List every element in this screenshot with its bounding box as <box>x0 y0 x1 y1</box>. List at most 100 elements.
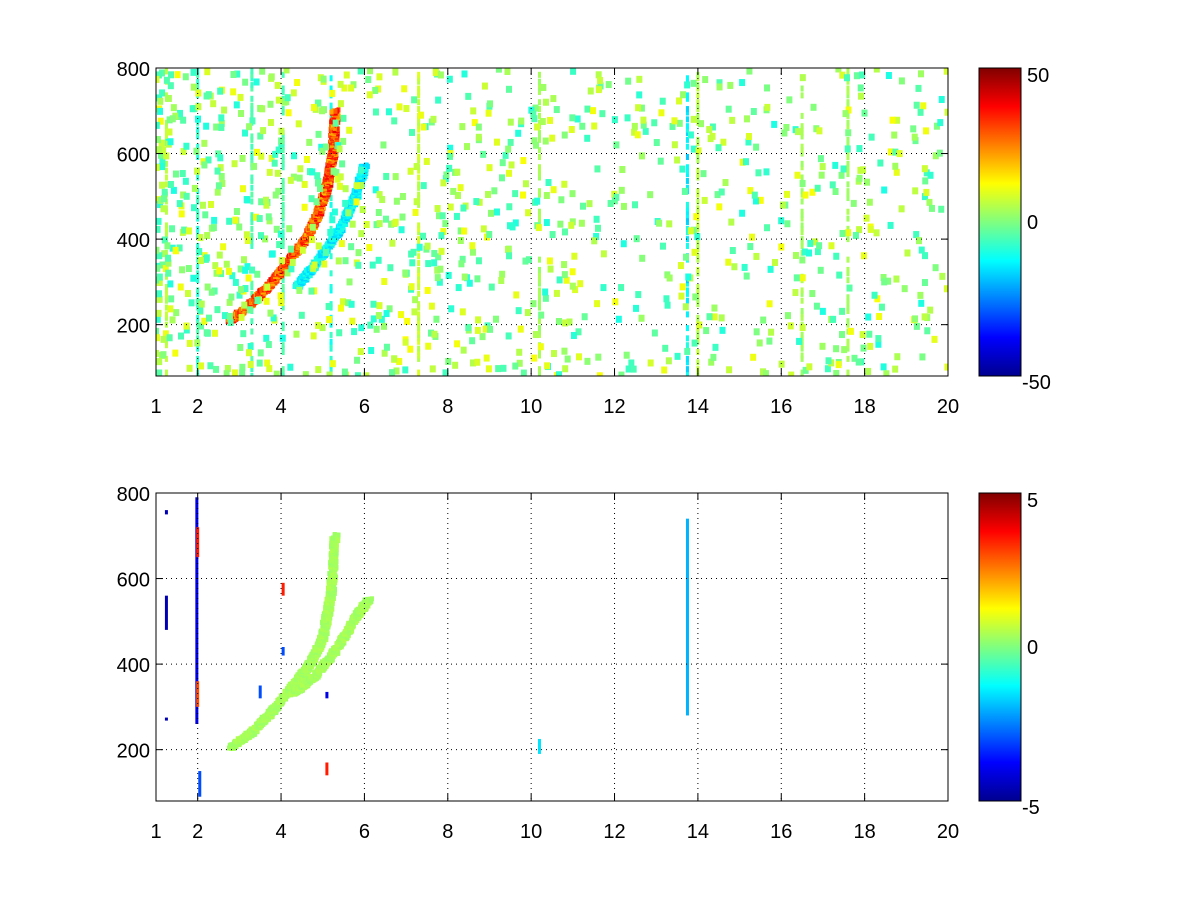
noise-cell <box>574 115 581 123</box>
noise-cell <box>819 342 826 350</box>
streak-cell <box>846 78 850 85</box>
noise-cell <box>739 158 746 166</box>
ridge-cell <box>329 553 334 559</box>
noise-cell <box>857 166 864 174</box>
noise-cell <box>690 115 697 123</box>
y-tick-label: 800 <box>117 59 150 81</box>
streak-cell <box>417 191 421 198</box>
noise-cell <box>162 265 169 273</box>
noise-cell <box>615 315 622 323</box>
noise-cell <box>167 305 174 313</box>
noise-cell <box>666 274 673 282</box>
streak-cell <box>696 239 700 246</box>
noise-cell <box>205 156 212 164</box>
streak-cell <box>164 222 168 229</box>
ridge-cell <box>281 263 286 269</box>
noise-cell <box>549 231 556 239</box>
noise-cell <box>613 141 620 149</box>
noise-cell <box>474 275 481 283</box>
noise-cell <box>315 179 322 187</box>
streak-cell <box>537 147 541 154</box>
noise-cell <box>762 370 769 376</box>
streak-cell <box>329 106 333 113</box>
noise-cell <box>223 370 230 376</box>
noise-cell <box>470 107 477 115</box>
noise-cell <box>611 116 618 124</box>
noise-cell <box>932 152 939 160</box>
noise-cell <box>245 349 252 357</box>
noise-cell <box>893 275 900 283</box>
noise-cell <box>693 213 700 221</box>
noise-cell <box>424 242 431 250</box>
noise-cell <box>487 100 494 108</box>
ridge-cell <box>276 702 281 708</box>
noise-cell <box>595 86 602 94</box>
streak-cell <box>685 369 689 376</box>
noise-cell <box>640 116 647 124</box>
streak-cell <box>250 198 254 205</box>
noise-cell <box>662 344 669 352</box>
noise-cell <box>424 286 431 294</box>
noise-cell <box>802 366 809 374</box>
streak-cell <box>164 167 168 174</box>
noise-cell <box>259 105 266 113</box>
noise-cell <box>881 278 888 286</box>
noise-cell <box>212 262 219 270</box>
noise-cell <box>183 322 190 330</box>
noise-cell <box>718 188 725 196</box>
ridge-cell <box>340 215 345 221</box>
noise-cell <box>461 70 468 78</box>
noise-cell <box>835 361 842 369</box>
noise-cell <box>921 193 928 201</box>
ridge-cell <box>339 218 344 224</box>
noise-cell <box>753 252 760 260</box>
noise-cell <box>676 97 683 105</box>
noise-cell <box>215 150 222 158</box>
streak-cell <box>417 335 421 342</box>
ridge-cell <box>235 310 240 316</box>
noise-cell <box>281 98 288 106</box>
noise-cell <box>639 254 646 262</box>
noise-cell <box>353 198 360 206</box>
streak-cell <box>164 130 168 137</box>
streak-cell <box>196 153 200 160</box>
streak-cell <box>196 242 200 249</box>
axes-box <box>155 67 949 377</box>
noise-cell <box>239 363 246 371</box>
noise-cell <box>266 365 273 373</box>
streak-cell <box>696 99 700 106</box>
noise-cell <box>796 337 803 345</box>
noise-cell <box>880 274 887 282</box>
noise-cell <box>857 84 864 92</box>
streak-cell <box>800 150 804 157</box>
noise-cell <box>383 343 390 351</box>
noise-cell <box>446 75 453 83</box>
streak-cell <box>537 318 541 325</box>
noise-cell <box>873 68 880 73</box>
noise-cell <box>450 187 457 195</box>
streak-cell <box>800 352 804 359</box>
noise-cell <box>161 236 168 244</box>
noise-cell <box>767 265 774 273</box>
noise-cell <box>158 181 165 189</box>
noise-cell <box>818 171 825 179</box>
noise-cell <box>766 337 773 345</box>
noise-cell <box>446 152 453 160</box>
noise-cell <box>413 198 420 206</box>
streak-cell <box>164 314 168 321</box>
streak-cell <box>250 153 254 160</box>
streak-cell <box>329 112 333 119</box>
noise-cell <box>228 293 235 301</box>
ridge-cell <box>361 172 366 178</box>
noise-cell <box>578 219 585 227</box>
noise-cell <box>273 225 280 233</box>
noise-cell <box>239 369 246 376</box>
streak-cell <box>417 236 421 243</box>
noise-cell <box>337 80 344 88</box>
streak-cell <box>537 325 541 332</box>
noise-cell <box>442 220 449 228</box>
noise-cell <box>933 122 940 130</box>
noise-cell <box>561 271 568 279</box>
ridge-cell <box>331 108 336 114</box>
noise-cell <box>493 208 500 216</box>
